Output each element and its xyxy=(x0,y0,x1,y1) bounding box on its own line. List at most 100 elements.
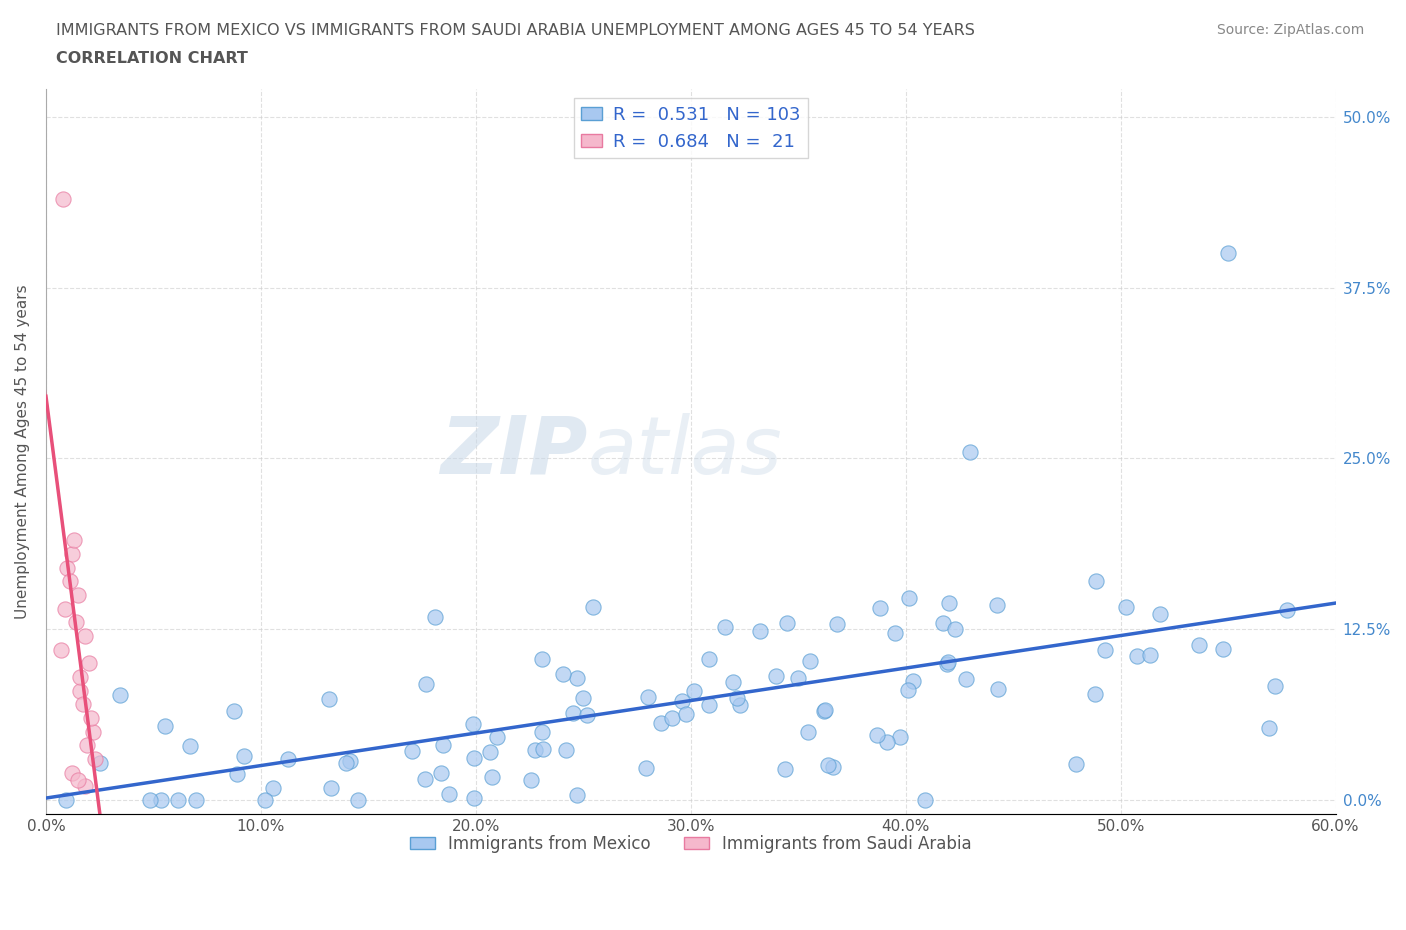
Point xyxy=(463,716,485,731)
Point xyxy=(335,756,357,771)
Point xyxy=(319,781,342,796)
Point xyxy=(897,683,920,698)
Point xyxy=(869,601,891,616)
Point xyxy=(339,753,361,768)
Point xyxy=(1064,756,1087,771)
Point xyxy=(825,617,848,631)
Text: CORRELATION CHART: CORRELATION CHART xyxy=(56,51,247,66)
Point xyxy=(425,609,447,624)
Point xyxy=(884,625,907,640)
Point xyxy=(821,760,844,775)
Point xyxy=(682,684,704,698)
Point xyxy=(1216,246,1239,260)
Point xyxy=(65,615,87,630)
Point xyxy=(1115,600,1137,615)
Point xyxy=(224,704,246,719)
Point xyxy=(69,670,91,684)
Point xyxy=(186,792,208,807)
Point xyxy=(520,773,543,788)
Point xyxy=(554,743,576,758)
Point xyxy=(138,792,160,807)
Point xyxy=(565,788,588,803)
Point xyxy=(714,619,737,634)
Point xyxy=(814,702,837,717)
Point xyxy=(84,751,107,766)
Point xyxy=(80,711,103,725)
Point xyxy=(59,574,82,589)
Point xyxy=(1257,721,1279,736)
Point xyxy=(637,689,659,704)
Point xyxy=(897,591,920,606)
Point xyxy=(1084,687,1107,702)
Point xyxy=(67,588,90,603)
Point xyxy=(155,719,177,734)
Point xyxy=(955,671,977,686)
Point xyxy=(523,742,546,757)
Point xyxy=(1188,637,1211,652)
Point xyxy=(634,761,657,776)
Point xyxy=(437,786,460,801)
Point xyxy=(531,741,554,756)
Point xyxy=(262,781,284,796)
Point xyxy=(567,671,589,685)
Point xyxy=(77,656,100,671)
Point xyxy=(53,602,76,617)
Point xyxy=(415,676,437,691)
Point xyxy=(1085,574,1108,589)
Point xyxy=(575,707,598,722)
Text: IMMIGRANTS FROM MEXICO VS IMMIGRANTS FROM SAUDI ARABIA UNEMPLOYMENT AMONG AGES 4: IMMIGRANTS FROM MEXICO VS IMMIGRANTS FRO… xyxy=(56,23,976,38)
Point xyxy=(562,705,585,720)
Text: atlas: atlas xyxy=(588,413,782,491)
Point xyxy=(52,192,75,206)
Point xyxy=(675,706,697,721)
Point xyxy=(935,657,957,671)
Point xyxy=(986,598,1008,613)
Point xyxy=(253,792,276,807)
Point xyxy=(82,724,104,739)
Point xyxy=(776,615,799,630)
Point xyxy=(478,745,501,760)
Point xyxy=(551,666,574,681)
Point xyxy=(73,629,96,644)
Point xyxy=(748,623,770,638)
Point xyxy=(889,730,911,745)
Point xyxy=(876,735,898,750)
Point xyxy=(1126,649,1149,664)
Text: ZIP: ZIP xyxy=(440,413,588,491)
Point xyxy=(63,533,86,548)
Point xyxy=(959,445,981,459)
Point xyxy=(723,674,745,689)
Point xyxy=(149,792,172,807)
Point xyxy=(1212,642,1234,657)
Point xyxy=(1264,679,1286,694)
Point xyxy=(1275,603,1298,618)
Point xyxy=(485,729,508,744)
Legend: Immigrants from Mexico, Immigrants from Saudi Arabia: Immigrants from Mexico, Immigrants from … xyxy=(404,829,979,860)
Point xyxy=(60,547,83,562)
Point xyxy=(661,711,683,725)
Text: Source: ZipAtlas.com: Source: ZipAtlas.com xyxy=(1216,23,1364,37)
Point xyxy=(167,792,190,807)
Point xyxy=(49,643,72,658)
Point xyxy=(932,615,955,630)
Point xyxy=(938,596,960,611)
Point xyxy=(817,757,839,772)
Point xyxy=(67,772,90,787)
Point xyxy=(110,687,132,702)
Point xyxy=(725,690,748,705)
Point xyxy=(76,738,98,753)
Y-axis label: Unemployment Among Ages 45 to 54 years: Unemployment Among Ages 45 to 54 years xyxy=(15,285,30,619)
Point xyxy=(936,655,959,670)
Point xyxy=(914,792,936,807)
Point xyxy=(582,600,605,615)
Point xyxy=(401,743,423,758)
Point xyxy=(531,651,554,666)
Point xyxy=(572,691,595,706)
Point xyxy=(1149,606,1171,621)
Point xyxy=(799,654,821,669)
Point xyxy=(987,682,1010,697)
Point xyxy=(813,703,835,718)
Point xyxy=(481,770,503,785)
Point xyxy=(73,779,96,794)
Point xyxy=(796,724,818,739)
